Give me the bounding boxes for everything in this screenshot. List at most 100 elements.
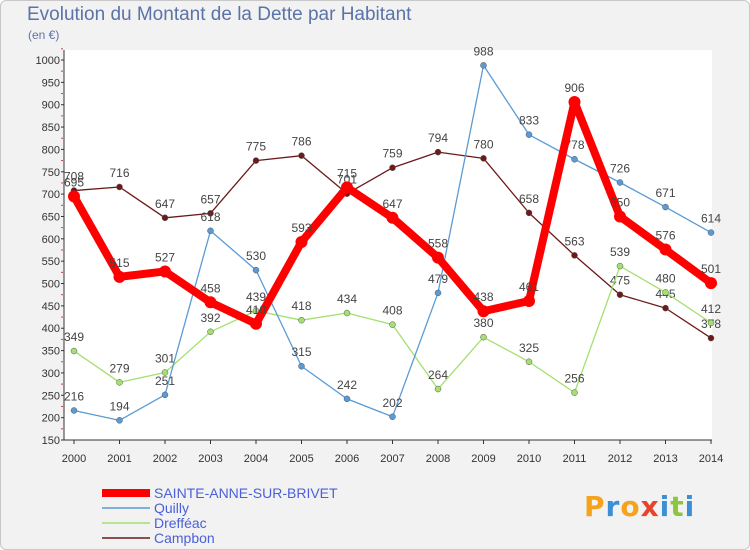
data-point	[341, 181, 353, 194]
data-point	[662, 289, 669, 296]
data-point	[523, 294, 535, 307]
data-label: 458	[200, 281, 220, 295]
y-tick-label: 550	[42, 256, 60, 268]
data-point	[659, 243, 672, 256]
data-point	[207, 210, 214, 217]
logo-letter: P	[584, 490, 606, 523]
data-label: 647	[155, 197, 175, 211]
data-point	[116, 379, 123, 386]
data-point	[571, 155, 578, 163]
x-tick-label: 2001	[107, 453, 131, 465]
x-tick-label: 2014	[699, 453, 723, 465]
data-label: 539	[610, 245, 630, 259]
data-point	[159, 265, 171, 278]
x-tick-label: 2003	[198, 453, 222, 465]
data-point	[662, 203, 669, 211]
data-point	[116, 417, 123, 424]
proxiti-logo: Proxiti	[584, 490, 695, 523]
data-label: 658	[519, 192, 539, 206]
y-tick-label: 150	[42, 435, 60, 447]
x-tick-label: 2011	[563, 453, 587, 465]
data-point	[343, 309, 351, 317]
data-label: 988	[473, 44, 493, 58]
data-label: 202	[382, 396, 402, 410]
logo-letter: r	[605, 490, 621, 523]
data-label: 408	[382, 304, 402, 318]
data-label: 515	[109, 256, 129, 270]
data-label: 708	[64, 170, 84, 184]
data-point	[295, 235, 308, 248]
data-label: 650	[610, 195, 630, 209]
data-point	[389, 413, 396, 421]
x-tick-label: 2008	[426, 453, 450, 465]
data-point	[568, 96, 581, 109]
data-label: 726	[610, 161, 630, 175]
y-tick-label: 750	[42, 167, 60, 179]
y-tick-label: 450	[42, 301, 60, 313]
y-tick-label: 500	[42, 279, 60, 291]
y-tick-label: 600	[42, 234, 60, 246]
data-label: 695	[64, 175, 84, 189]
x-tick-label: 2000	[62, 453, 86, 465]
data-label: 618	[200, 210, 220, 224]
data-point	[298, 152, 305, 159]
legend-label: SAINTE-ANNE-SUR-BRIVET	[154, 485, 338, 501]
data-label: 418	[291, 299, 311, 313]
data-point	[70, 407, 78, 414]
x-tick-label: 2004	[244, 453, 268, 465]
data-point	[298, 362, 305, 370]
data-label: 194	[109, 399, 129, 413]
plot-area	[64, 50, 712, 440]
y-tick-label: 700	[42, 189, 60, 201]
data-point	[343, 395, 351, 403]
data-label: 251	[155, 374, 175, 388]
legend-label: Drefféac	[154, 515, 207, 531]
data-label: 349	[64, 330, 84, 344]
data-label: 614	[701, 212, 721, 226]
data-label: 434	[337, 292, 357, 306]
data-label: 475	[610, 274, 630, 288]
x-tick-label: 2013	[653, 453, 677, 465]
data-point	[480, 62, 487, 69]
x-tick-label: 2012	[608, 453, 632, 465]
data-point	[432, 251, 444, 264]
data-label: 392	[200, 311, 220, 325]
data-point	[70, 347, 78, 355]
data-label: 530	[246, 249, 266, 263]
data-label: 412	[701, 302, 721, 316]
data-label: 833	[519, 114, 539, 128]
data-label: 671	[655, 186, 675, 200]
data-point	[525, 131, 533, 138]
x-tick-label: 2010	[517, 453, 541, 465]
data-label: 775	[246, 140, 266, 154]
y-tick-label: 950	[42, 77, 60, 89]
data-point	[662, 304, 669, 312]
data-label: 794	[428, 131, 448, 145]
data-label: 242	[337, 378, 357, 392]
data-point	[707, 319, 715, 327]
y-tick-label: 800	[42, 144, 60, 156]
data-label: 461	[519, 280, 539, 294]
data-point	[298, 316, 305, 324]
y-tick-label: 400	[42, 323, 60, 335]
logo-letter: x	[640, 490, 660, 523]
data-point	[389, 164, 396, 171]
data-label: 716	[109, 166, 129, 180]
data-label: 657	[200, 192, 220, 206]
data-label: 301	[155, 351, 175, 365]
data-point	[161, 369, 169, 376]
data-label: 786	[291, 135, 311, 149]
data-point	[116, 183, 123, 191]
data-label: 438	[473, 290, 493, 304]
logo-letter: t	[670, 490, 685, 523]
data-label: 701	[337, 173, 357, 187]
x-tick-label: 2002	[153, 453, 177, 465]
data-label: 759	[382, 147, 402, 161]
data-point	[252, 157, 260, 164]
data-label: 715	[337, 166, 357, 180]
y-tick-label: 850	[42, 122, 60, 134]
data-point	[250, 317, 262, 330]
data-point	[614, 210, 626, 223]
data-label: 563	[564, 234, 584, 248]
